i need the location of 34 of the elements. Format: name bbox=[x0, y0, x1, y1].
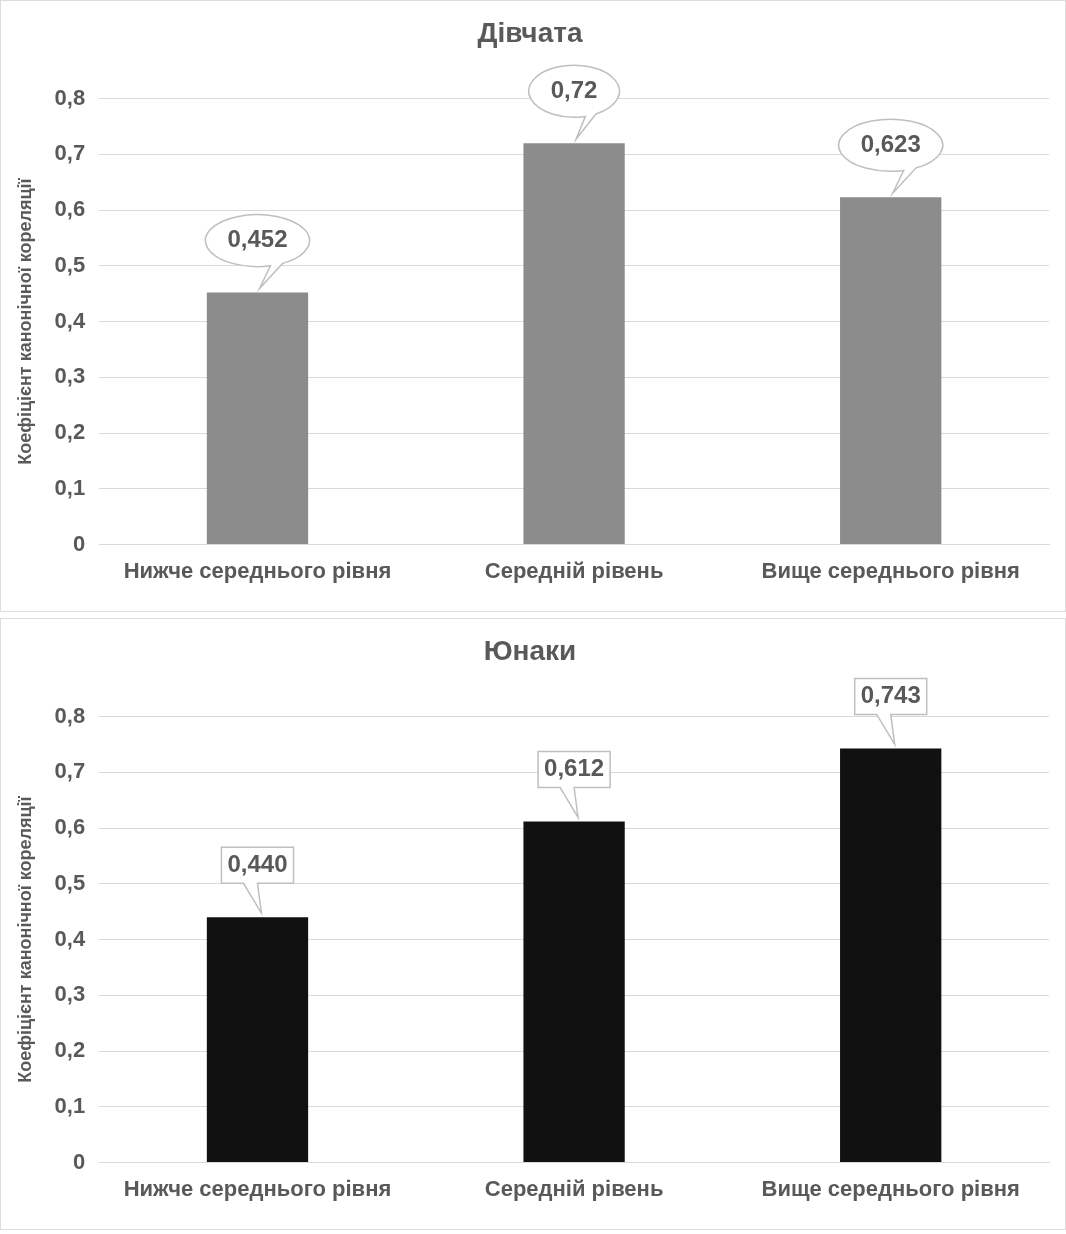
y-tick-label: 0 bbox=[72, 530, 86, 556]
y-tick-label: 0,6 bbox=[54, 196, 86, 222]
x-tick-label: Нижче середнього рівня bbox=[123, 1175, 392, 1201]
y-tick-label: 0,2 bbox=[54, 419, 86, 445]
y-tick-label: 0,4 bbox=[54, 925, 86, 951]
y-axis-title: Коефіцієнт канонічної кореляції bbox=[14, 177, 35, 465]
y-tick-label: 0,8 bbox=[54, 84, 86, 110]
y-tick-label: 0 bbox=[72, 1148, 86, 1174]
y-tick-label: 0,3 bbox=[54, 981, 86, 1007]
y-tick-label: 0,7 bbox=[54, 758, 86, 784]
y-tick-label: 0,5 bbox=[54, 869, 86, 895]
y-tick-label: 0,6 bbox=[54, 814, 86, 840]
y-tick-label: 0,7 bbox=[54, 140, 86, 166]
y-tick-label: 0,1 bbox=[54, 1092, 86, 1118]
data-label: 0,743 bbox=[860, 681, 921, 708]
data-label: 0,452 bbox=[227, 225, 288, 253]
y-axis-title: Коефіцієнт канонічної кореляції bbox=[14, 795, 35, 1083]
y-tick-label: 0,1 bbox=[54, 474, 86, 500]
y-tick-label: 0,4 bbox=[54, 307, 86, 333]
x-tick-label: Вище середнього рівня bbox=[761, 1175, 1020, 1201]
y-tick-label: 0,8 bbox=[54, 702, 86, 728]
data-label: 0,623 bbox=[860, 129, 921, 157]
x-tick-label: Середній рівень bbox=[484, 557, 664, 583]
chart-title: Дівчата bbox=[477, 16, 583, 48]
y-tick-label: 0,2 bbox=[54, 1037, 86, 1063]
data-label: 0,440 bbox=[227, 849, 288, 877]
y-tick-label: 0,3 bbox=[54, 363, 86, 389]
chart-title: Юнаки bbox=[483, 634, 577, 666]
x-tick-label: Вище середнього рівня bbox=[761, 557, 1020, 583]
y-tick-label: 0,5 bbox=[54, 251, 86, 277]
x-tick-label: Середній рівень bbox=[484, 1175, 664, 1201]
x-tick-label: Нижче середнього рівня bbox=[123, 557, 392, 583]
data-label: 0,72 bbox=[550, 75, 598, 103]
data-label: 0,612 bbox=[544, 754, 605, 782]
